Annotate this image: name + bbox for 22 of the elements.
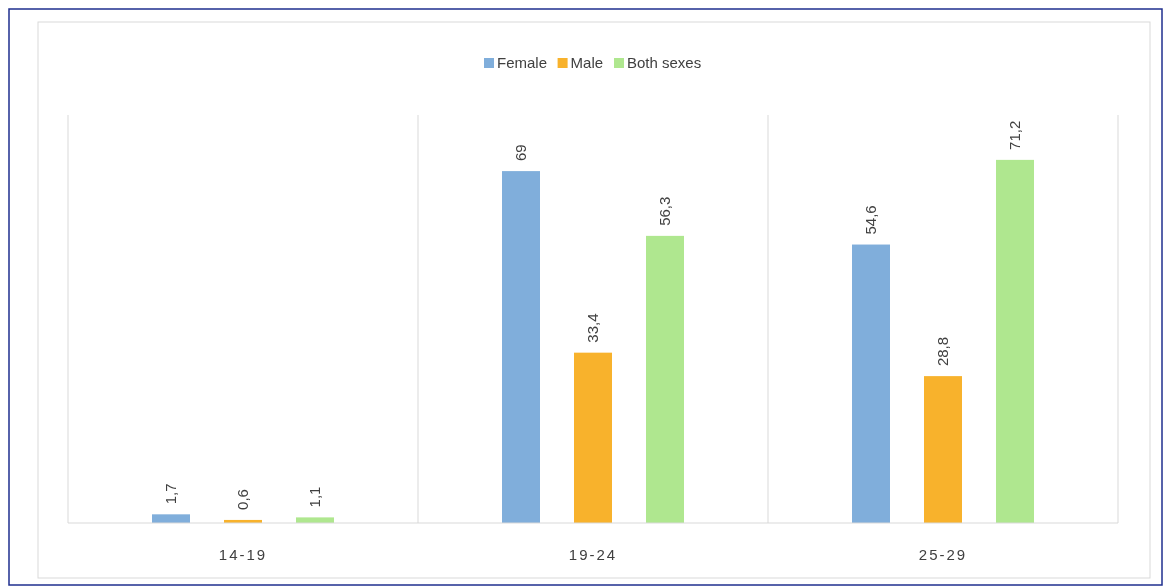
x-tick-label: 14-19 (218, 546, 268, 563)
data-label: 28,8 (934, 336, 951, 367)
data-label: 0,6 (234, 489, 251, 510)
legend-label: Female (497, 54, 548, 71)
bar (852, 244, 890, 523)
bar (574, 352, 612, 523)
data-label: 54,6 (862, 205, 879, 235)
bar (924, 376, 962, 523)
data-label: 1,1 (306, 486, 323, 508)
data-label: 1,7 (162, 483, 179, 505)
data-label: 71,2 (1006, 120, 1023, 150)
bar (152, 514, 190, 523)
data-label: 33,4 (584, 313, 601, 343)
bar (502, 171, 540, 523)
data-label: 56,3 (656, 196, 673, 226)
x-tick-label: 25-29 (918, 546, 968, 563)
data-label: 69 (512, 144, 529, 162)
legend-label: Both sexes (627, 54, 702, 71)
bar (996, 159, 1034, 523)
legend-label: Male (570, 54, 604, 71)
x-tick-label: 19-24 (568, 546, 618, 563)
bar (646, 235, 684, 523)
